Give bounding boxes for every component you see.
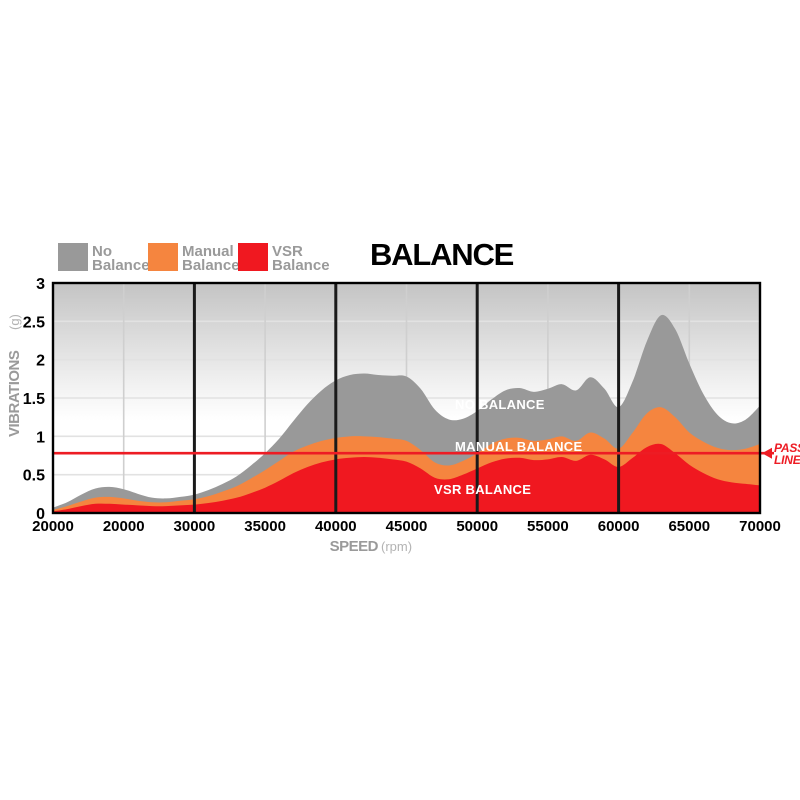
y-axis-title: VIBRATIONS xyxy=(6,350,23,437)
x-tick-label: 65000 xyxy=(668,518,710,535)
y-axis-tick-labels: 0 0.5 1 1.5 2 2.5 3 xyxy=(23,276,45,523)
legend-swatch xyxy=(238,243,268,271)
y-tick-label: 1 xyxy=(36,429,45,446)
x-tick-label: 30000 xyxy=(174,518,216,535)
series-inline-label: MANUAL BALANCE xyxy=(455,439,582,454)
legend-label-line1: VSR xyxy=(272,243,303,260)
x-tick-label: 35000 xyxy=(244,518,286,535)
series-areas xyxy=(53,314,760,513)
y-tick-label: 3 xyxy=(36,276,45,293)
y-tick-label: 2 xyxy=(36,353,45,370)
series-inline-labels: NO BALANCE MANUAL BALANCE VSR BALANCE xyxy=(434,397,582,497)
plot-border xyxy=(51,281,762,515)
x-tick-label: 45000 xyxy=(386,518,428,535)
x-tick-label: 40000 xyxy=(315,518,357,535)
series-inline-label: VSR BALANCE xyxy=(434,482,531,497)
x-axis-tick-labels: 20000 20000 30000 35000 40000 45000 50000 55000… xyxy=(32,518,781,535)
y-axis-unit: (g) xyxy=(7,314,22,330)
x-tick-label: 70000 xyxy=(739,518,781,535)
y-tick-label: 0.5 xyxy=(23,468,45,485)
legend-swatch xyxy=(58,243,88,271)
y-tick-label: 2.5 xyxy=(23,314,45,331)
x-tick-label: 50000 xyxy=(456,518,498,535)
legend-swatch xyxy=(148,243,178,271)
y-axis-title-group: VIBRATIONS (g) xyxy=(6,314,23,437)
pass-line-label-line1: PASS xyxy=(774,441,800,455)
legend-label-line2: Balance xyxy=(272,257,330,274)
pass-line-annotation: PASSLINE xyxy=(762,441,800,467)
page-title: BALANCE xyxy=(370,237,514,272)
series-area-vsr-balance xyxy=(53,443,760,513)
legend-label-line2: Balance xyxy=(182,257,240,274)
x-axis-title-group: SPEED (rpm) xyxy=(330,538,412,555)
legend-label-line1: Manual xyxy=(182,243,234,260)
x-tick-label: 20000 xyxy=(103,518,145,535)
series-inline-label: NO BALANCE xyxy=(455,397,545,412)
pass-line-label-line2: LINE xyxy=(774,453,800,467)
x-tick-label: 55000 xyxy=(527,518,569,535)
y-tick-label: 0 xyxy=(36,506,45,523)
x-tick-label: 20000 xyxy=(32,518,74,535)
y-tick-label: 1.5 xyxy=(23,391,45,408)
legend-label-line1: No xyxy=(92,243,112,260)
major-dividers xyxy=(192,283,621,513)
pass-line-arrow-icon xyxy=(762,447,772,459)
x-axis-title: SPEED xyxy=(330,538,379,555)
x-axis-unit: (rpm) xyxy=(381,539,412,554)
x-tick-label: 60000 xyxy=(598,518,640,535)
legend-label-line2: Balance xyxy=(92,257,150,274)
